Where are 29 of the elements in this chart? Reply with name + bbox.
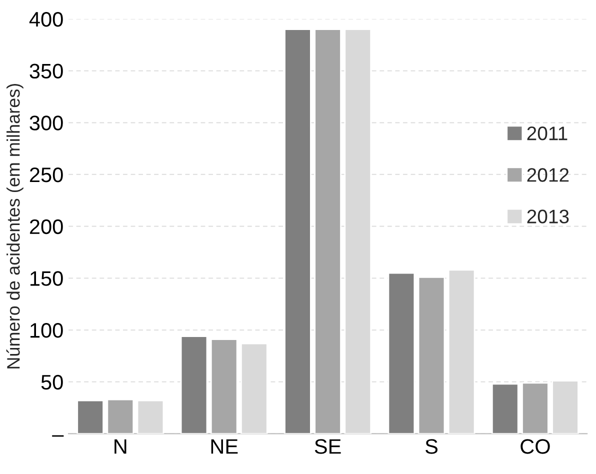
x-tick-label: N <box>114 439 126 454</box>
y-tick-label: 100 <box>30 323 63 338</box>
y-tick-label: 300 <box>30 116 63 130</box>
bar <box>522 382 549 434</box>
y-axis-title: Número de acidentes (em milhares) <box>6 84 24 368</box>
y-tick-label: – <box>52 435 64 437</box>
x-tick-label: CO <box>520 439 550 454</box>
legend-label: 2012 <box>527 168 569 182</box>
y-tick-label: 250 <box>30 167 63 182</box>
bar <box>76 400 104 434</box>
legend-label: 2013 <box>527 210 569 224</box>
bar <box>491 383 519 434</box>
bar <box>418 276 446 434</box>
legend-label: 2011 <box>527 126 568 140</box>
bar <box>106 398 134 434</box>
y-tick-label: 350 <box>30 64 63 79</box>
bar <box>136 400 164 434</box>
y-tick-label: 200 <box>30 219 63 234</box>
y-tick-label: 150 <box>30 271 63 286</box>
x-tick-label: SE <box>314 439 341 454</box>
x-tick-label: S <box>426 439 438 454</box>
y-tick-label: 50 <box>41 374 63 390</box>
y-tick-label: 400 <box>29 12 63 27</box>
bar <box>284 28 312 434</box>
bar <box>210 338 238 434</box>
bar <box>388 272 416 434</box>
bar <box>180 336 208 434</box>
x-tick-label: NE <box>211 439 238 454</box>
bar <box>314 28 342 434</box>
